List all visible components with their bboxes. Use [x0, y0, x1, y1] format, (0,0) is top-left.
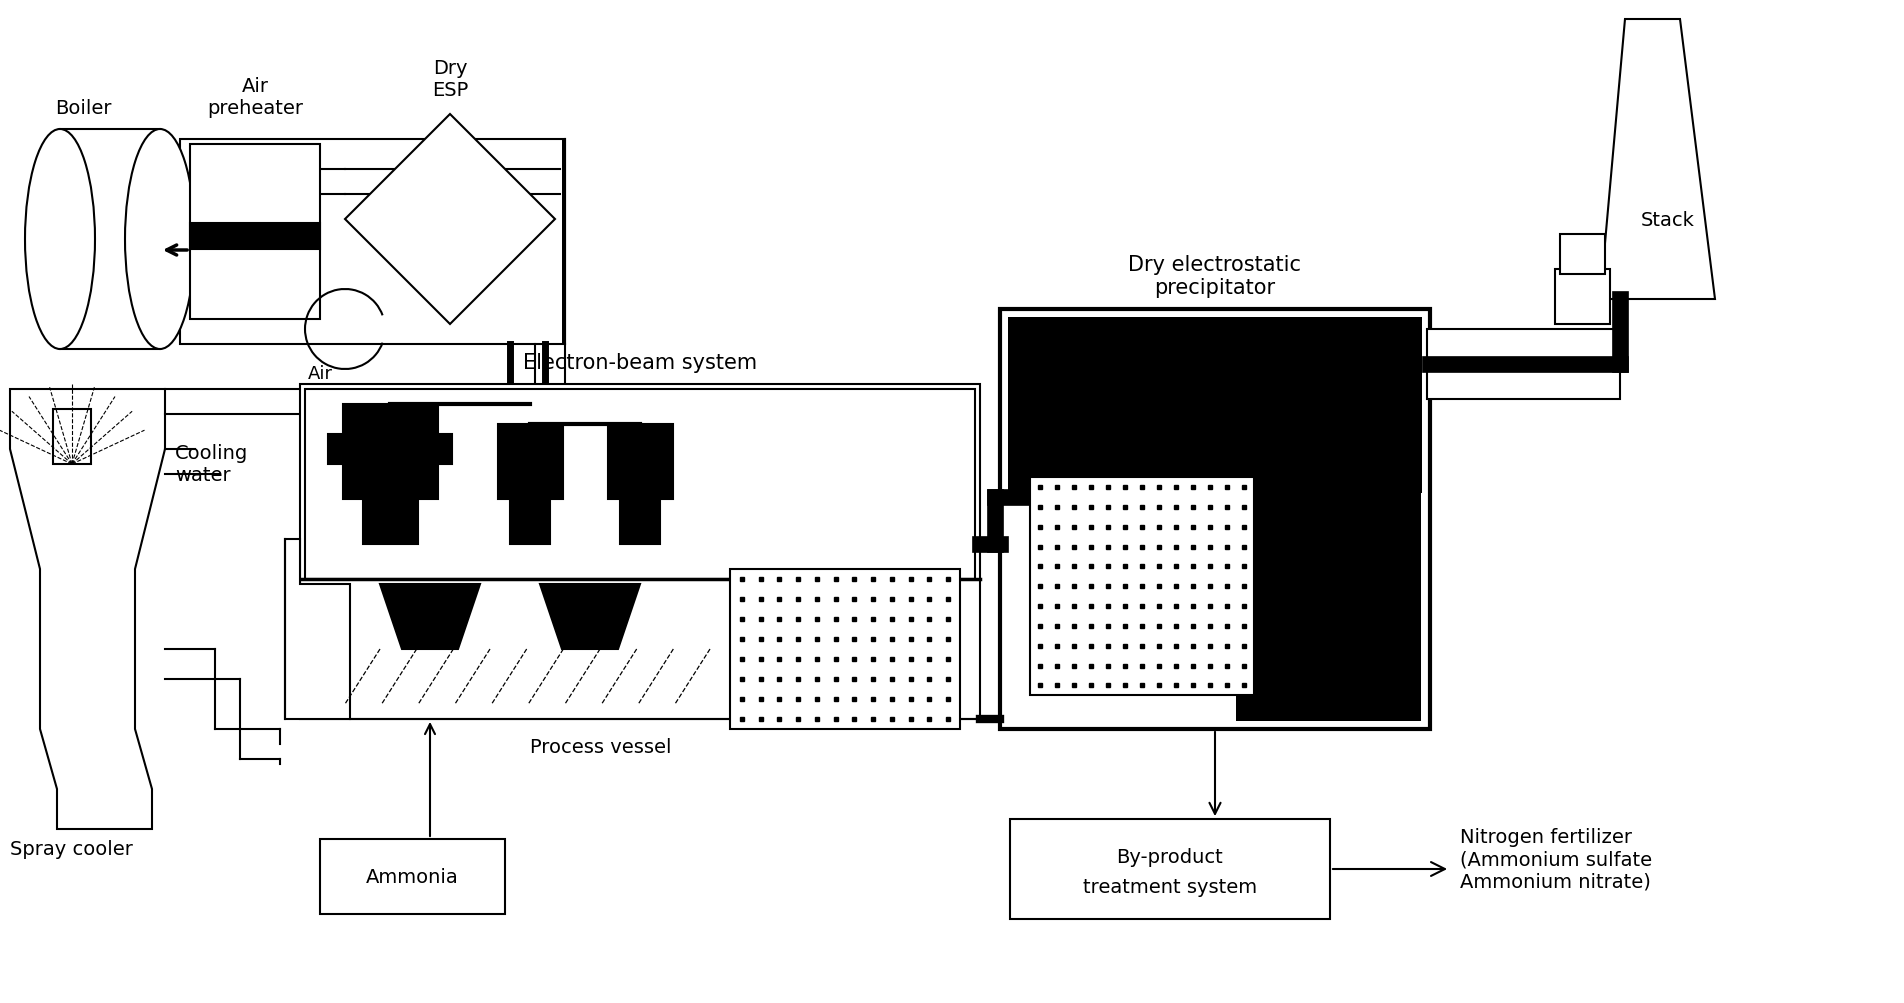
Bar — [1009, 819, 1331, 919]
Text: Air
preheater: Air preheater — [208, 77, 303, 118]
Bar — [181, 139, 565, 345]
Text: Nitrogen fertilizer
(Ammonium sulfate
Ammonium nitrate): Nitrogen fertilizer (Ammonium sulfate Am… — [1460, 827, 1653, 891]
Text: By-product: By-product — [1116, 848, 1224, 867]
Polygon shape — [381, 585, 480, 649]
Polygon shape — [1599, 20, 1716, 300]
Text: Stack: Stack — [1641, 211, 1695, 230]
Polygon shape — [10, 389, 166, 829]
Text: Boiler: Boiler — [55, 99, 112, 118]
Bar — [621, 499, 661, 545]
Text: Ammonia: Ammonia — [366, 868, 459, 886]
Bar — [562, 139, 565, 345]
Bar — [1556, 270, 1611, 325]
Bar — [438, 434, 451, 464]
Bar — [327, 434, 343, 464]
Bar — [729, 570, 960, 729]
Ellipse shape — [126, 129, 194, 350]
Bar — [190, 224, 320, 250]
Bar — [364, 499, 419, 545]
Bar — [510, 499, 550, 545]
Text: Air: Air — [308, 365, 333, 382]
Bar — [607, 424, 672, 499]
Text: Electron-beam system: Electron-beam system — [524, 353, 758, 373]
Text: Dry
ESP: Dry ESP — [432, 59, 468, 100]
Bar — [343, 404, 438, 499]
Text: Spray cooler: Spray cooler — [10, 840, 133, 859]
Bar — [499, 424, 564, 499]
Text: Cooling
water: Cooling water — [175, 444, 248, 485]
Bar — [1559, 235, 1605, 275]
Bar — [53, 409, 91, 464]
Polygon shape — [345, 115, 554, 325]
Bar — [1000, 310, 1430, 729]
Bar — [1426, 330, 1620, 399]
Text: Process vessel: Process vessel — [529, 737, 672, 756]
Polygon shape — [286, 540, 350, 719]
Ellipse shape — [25, 129, 95, 350]
Bar — [301, 384, 981, 719]
Bar — [320, 840, 505, 914]
Bar — [1007, 318, 1422, 493]
Text: treatment system: treatment system — [1083, 878, 1257, 897]
Bar — [190, 144, 320, 320]
Bar — [305, 389, 975, 580]
Bar — [1030, 477, 1253, 696]
Text: Dry electrostatic
precipitator: Dry electrostatic precipitator — [1129, 255, 1302, 298]
Polygon shape — [541, 585, 640, 649]
Bar — [61, 129, 160, 350]
Bar — [1236, 318, 1422, 721]
